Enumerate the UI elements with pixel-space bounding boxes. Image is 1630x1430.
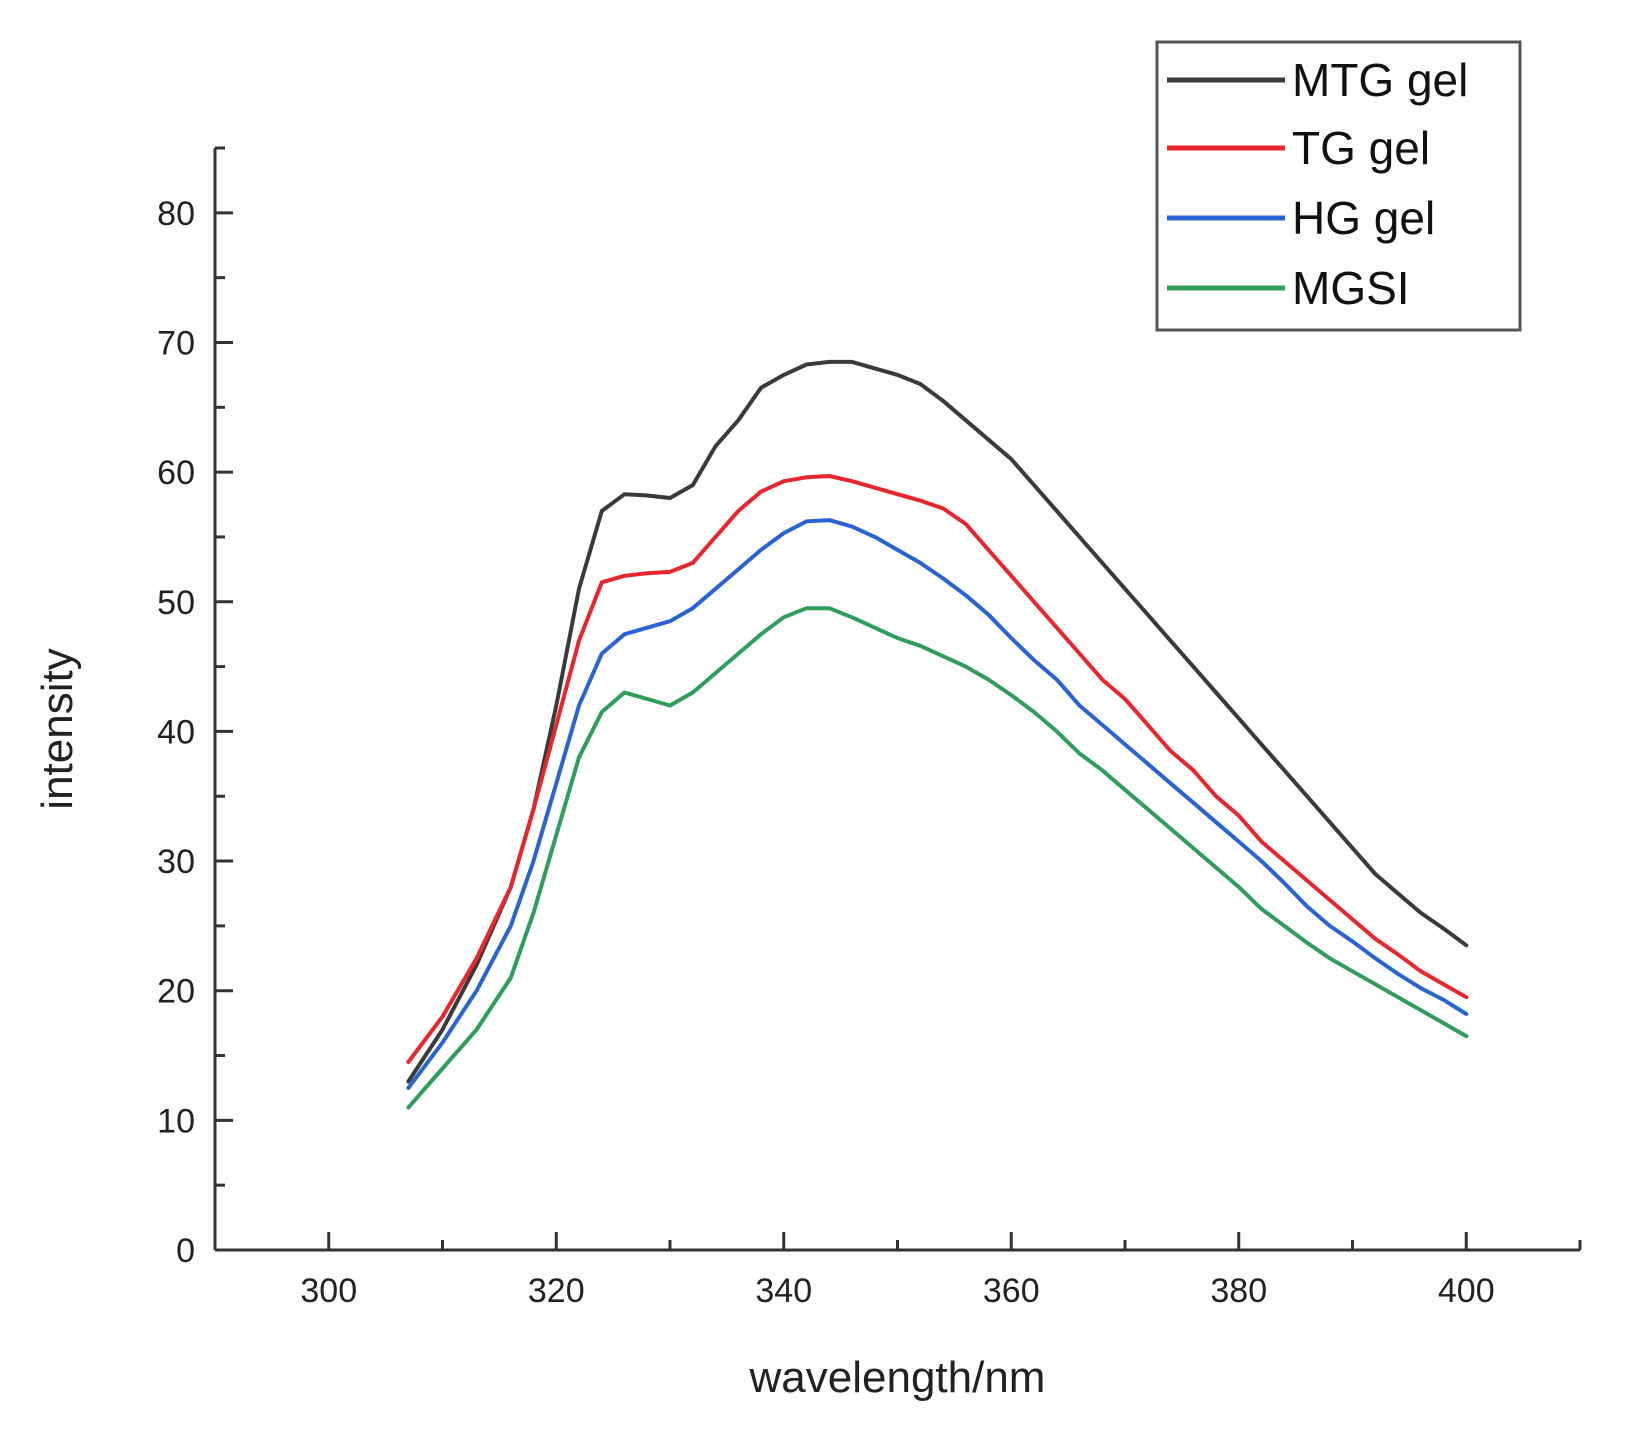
series-line-mgsi [406,606,1469,1110]
legend-label: TG gel [1292,122,1430,174]
x-tick-label: 320 [528,1272,585,1310]
series-line-hg-gel [406,518,1469,1090]
y-tick-label: 0 [176,1232,195,1270]
legend: MTG gel TG gel HG gel MGSI [1155,40,1522,332]
y-tick-label: 80 [157,195,195,233]
legend-label: MGSI [1292,262,1410,314]
y-tick-label: 30 [157,843,195,881]
legend-box [1155,40,1522,332]
legend-label: MTG gel [1292,54,1468,106]
x-tick-label: 400 [1438,1272,1495,1310]
y-tick-label: 40 [157,713,195,751]
y-tick-label: 10 [157,1102,195,1140]
y-tick-label: 70 [157,324,195,362]
x-tick-label: 300 [300,1272,357,1310]
series-line-tg-gel [406,474,1469,1064]
x-axis-title: wavelength/nm [749,1353,1046,1402]
legend-label: HG gel [1292,192,1435,244]
plot-area [406,359,1469,1110]
y-tick-label: 20 [157,973,195,1011]
series-line-mtg-gel [406,359,1469,1084]
x-tick-label: 380 [1210,1272,1267,1310]
y-axis-title: intensity [33,648,82,809]
x-tick-label: 340 [755,1272,812,1310]
y-tick-label: 50 [157,584,195,622]
axes: 300 320 340 360 380 400 0 10 20 30 40 50 60 70 80 [157,146,1582,1310]
x-tick-label: 360 [983,1272,1040,1310]
y-tick-label: 60 [157,454,195,492]
